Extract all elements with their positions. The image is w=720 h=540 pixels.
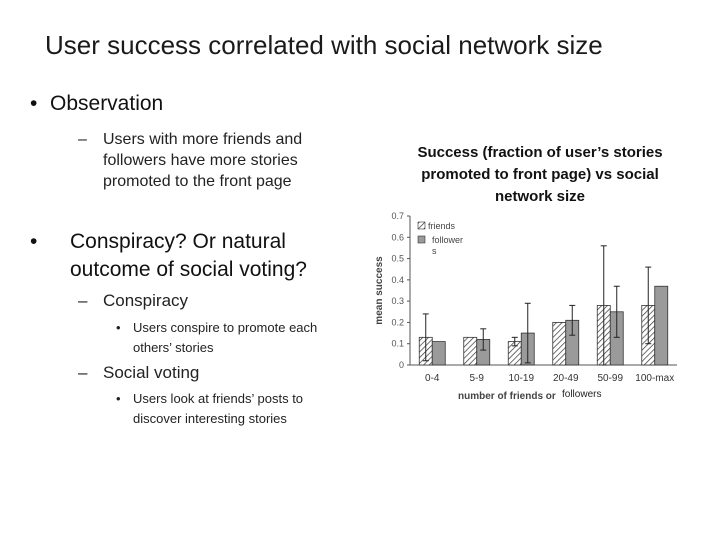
legend-label-friends: friends [428, 221, 456, 231]
legend-label-followers-wrap: s [432, 246, 437, 256]
sub-bullet-conspiracy-text: Conspiracy [103, 291, 189, 310]
legend-label-followers: follower [432, 235, 463, 245]
subsub-bullet-dot: • [116, 320, 121, 335]
y-axis-label: mean success [374, 256, 385, 325]
y-tick-label: 0.7 [391, 211, 404, 221]
bullet-observation-text: Observation [50, 92, 164, 115]
x-tick-label: 100-max [635, 373, 674, 384]
bar-chart: 0 0.1 0.2 0.3 0.4 0.5 0.6 0.7 mean success 0-4 5-9… [374, 211, 677, 402]
sub-bullet-observation: – Users with more friends and followers … [78, 129, 365, 192]
subsub-bullet-conspiracy-text: Users conspire to promote each others’ s… [133, 320, 318, 355]
y-tick-label: 0.6 [391, 232, 404, 242]
sub-bullet-dash: – [78, 131, 87, 148]
sub-bullet-observation-text: Users with more friends and followers ha… [103, 131, 303, 190]
x-tick-label: 50-99 [597, 373, 623, 384]
slide-title: User success correlated with social netw… [45, 30, 603, 60]
bullet-conspiracy-question-text: Conspiracy? Or natural outcome of social… [70, 230, 307, 281]
bullet-observation: • Observation [30, 90, 163, 118]
sub-bullet-social-voting: – Social voting [78, 362, 200, 383]
bullet-conspiracy-question: • Conspiracy? Or natural outcome of soci… [30, 228, 360, 284]
legend-swatch-followers [417, 235, 426, 244]
x-tick-label: 5-9 [470, 373, 485, 384]
sub-bullet-dash: – [78, 291, 88, 310]
y-tick-label: 0 [399, 360, 404, 370]
legend-box [415, 219, 485, 259]
bar-followers-100-max [654, 285, 669, 366]
y-tick-label: 0.2 [391, 317, 404, 327]
x-axis-label: number of friends or [458, 391, 556, 402]
y-tick-label: 0.1 [391, 339, 404, 349]
sub-bullet-conspiracy: – Conspiracy [78, 290, 189, 311]
x-tick-label: 10-19 [508, 373, 534, 384]
sub-bullet-dash: – [78, 363, 88, 382]
legend-swatch-friends [417, 221, 426, 230]
bar-followers-0-4 [431, 341, 446, 366]
chart-heading: Success (fraction of user’s stories prom… [417, 144, 663, 205]
bar-friends-20-49 [552, 322, 567, 366]
sub-bullet-social-voting-text: Social voting [103, 363, 200, 382]
x-tick-label: 20-49 [553, 373, 579, 384]
y-tick-label: 0.5 [391, 254, 404, 264]
bullet-dot: • [30, 230, 38, 253]
bar-friends-5-9 [463, 336, 478, 366]
y-tick-label: 0.3 [391, 296, 404, 306]
subsub-bullet-social-voting-text: Users look at friends’ posts to discover… [133, 391, 304, 426]
subsub-bullet-social-voting: • Users look at friends’ posts to discov… [116, 389, 348, 429]
x-axis-label-suffix: followers [562, 389, 601, 400]
subsub-bullet-conspiracy: • Users conspire to promote each others’… [116, 318, 348, 358]
bullet-dot: • [30, 92, 38, 115]
subsub-bullet-dot: • [116, 391, 121, 406]
x-tick-label: 0-4 [425, 373, 440, 384]
y-tick-label: 0.4 [391, 275, 404, 285]
